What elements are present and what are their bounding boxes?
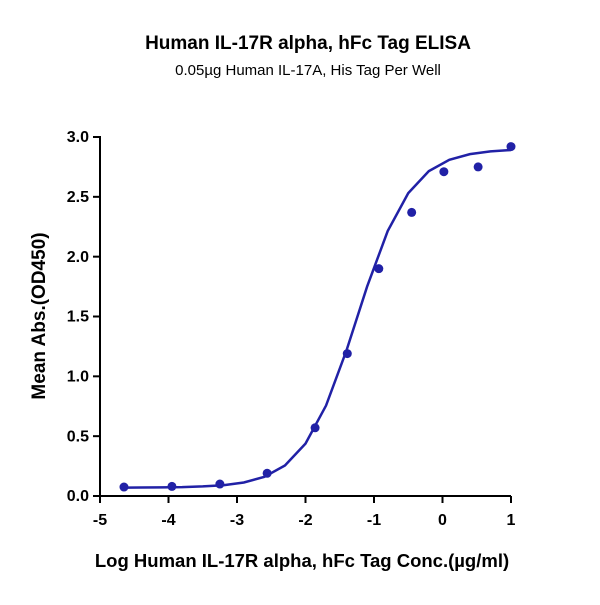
data-point: [506, 142, 516, 152]
y-tick-label: 2.5: [67, 189, 89, 206]
data-point: [262, 468, 272, 478]
y-tick-label: 1.5: [67, 309, 89, 326]
data-point: [167, 481, 177, 491]
y-tick-label: 1.0: [67, 369, 89, 386]
data-point: [342, 349, 352, 359]
data-point: [215, 479, 225, 489]
x-tick-label: -2: [298, 512, 312, 529]
data-point: [310, 423, 320, 433]
y-tick-label: 0.0: [67, 488, 89, 505]
fit-curve: [120, 148, 512, 489]
x-tick-label: -5: [93, 512, 107, 529]
y-tick-label: 3.0: [67, 129, 89, 146]
data-point: [374, 264, 384, 274]
chart-subtitle: 0.05µg Human IL-17A, His Tag Per Well: [175, 62, 441, 79]
chart-title: Human IL-17R alpha, hFc Tag ELISA: [145, 33, 471, 54]
x-tick-label: -1: [367, 512, 381, 529]
x-tick-label: 1: [507, 512, 516, 529]
x-tick-label: -4: [161, 512, 175, 529]
data-point: [473, 162, 483, 172]
data-point: [119, 482, 129, 492]
x-tick-label: 0: [438, 512, 447, 529]
data-point: [439, 167, 449, 177]
y-tick-label: 2.0: [67, 249, 89, 266]
y-tick-label: 0.5: [67, 428, 89, 445]
x-axis-label: Log Human IL-17R alpha, hFc Tag Conc.(µg…: [95, 550, 509, 571]
y-axis-label: Mean Abs.(OD450): [29, 232, 50, 399]
x-tick-label: -3: [230, 512, 244, 529]
data-point: [407, 207, 417, 217]
